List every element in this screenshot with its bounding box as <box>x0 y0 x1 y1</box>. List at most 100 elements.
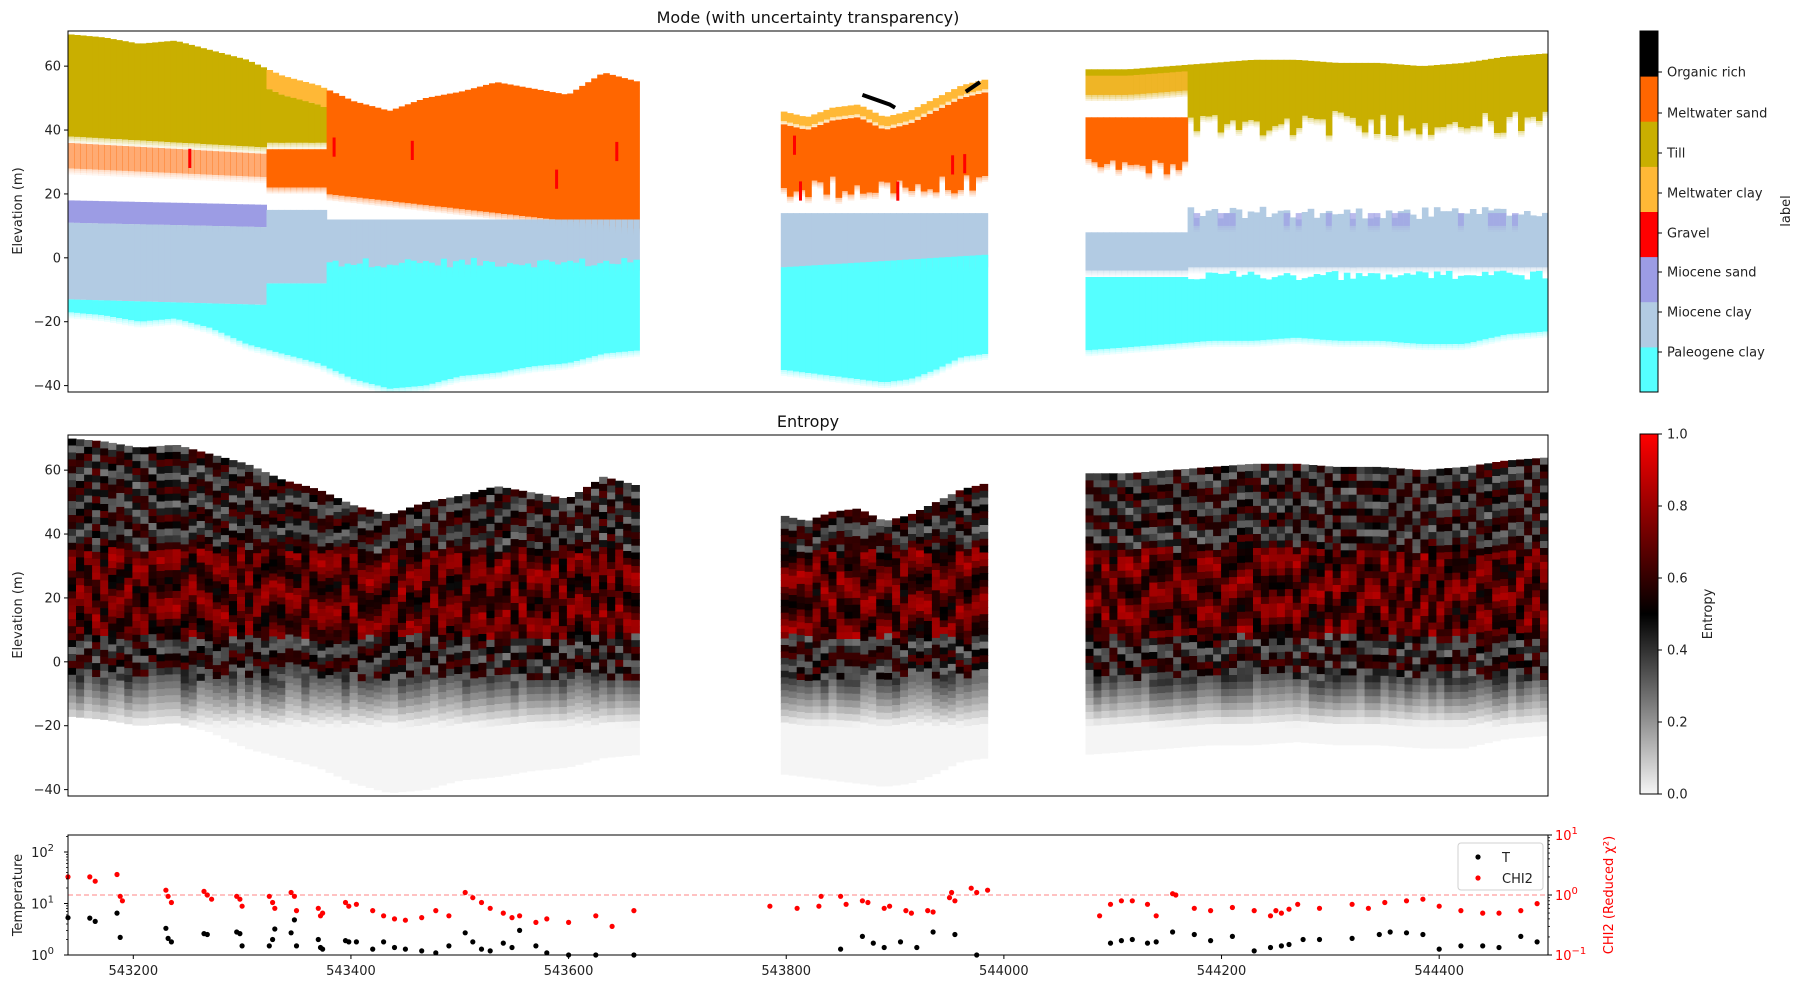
scatter-point-t <box>114 910 120 916</box>
x-tick-label: 544000 <box>979 964 1029 979</box>
scatter-point-chi2 <box>544 916 550 922</box>
scatter-point-t <box>117 934 123 941</box>
scatter-point-chi2 <box>239 903 245 909</box>
scatter-point-t <box>1518 933 1524 940</box>
scatter-point-t <box>353 939 359 945</box>
scatter-point-t <box>1129 936 1135 943</box>
scatter-point-chi2 <box>291 893 297 899</box>
scatter-point-t <box>237 931 243 937</box>
scatter-point-t <box>1420 931 1426 938</box>
scatter-point-t <box>930 929 936 935</box>
legend-t-marker-icon <box>1475 854 1481 860</box>
scatter-point-chi2 <box>1273 908 1279 914</box>
log-tick-label: 100 <box>1555 886 1578 904</box>
entropy-y-label: Elevation (m) <box>11 571 26 658</box>
scatter-point-chi2 <box>381 913 387 919</box>
scatter-point-t <box>402 946 408 952</box>
mode-title: Mode (with uncertainty transparency) <box>657 8 960 27</box>
scatter-point-chi2 <box>946 895 953 901</box>
scatter-point-t <box>1278 943 1284 949</box>
scatter-point-chi2 <box>168 899 174 906</box>
scatter-point-t <box>544 950 550 956</box>
scatter-point-t <box>1534 939 1540 945</box>
legend-chi2-label: CHI2 <box>1502 872 1533 887</box>
temperature-chi2-panel: 543200 543400 543600 543800 544000 544200 5444… <box>11 826 1617 979</box>
label-colorbar-swatch <box>1640 211 1658 258</box>
scatter-point-chi2 <box>1097 913 1103 919</box>
y-tick-label: 20 <box>44 591 61 606</box>
scatter-point-chi2 <box>1316 905 1323 911</box>
scatter-point-t <box>1153 939 1159 945</box>
scatter-point-chi2 <box>974 889 980 896</box>
mode-plot-area <box>68 34 1548 392</box>
label-colorbar-swatch <box>1640 121 1658 167</box>
scatter-point-chi2 <box>1153 913 1159 919</box>
scatter-point-t <box>370 946 376 952</box>
scatter-point-t <box>1316 936 1323 943</box>
scatter-point-t <box>487 948 493 954</box>
scatter-point-t <box>315 936 321 943</box>
scatter-point-chi2 <box>843 901 849 907</box>
scatter-point-t <box>870 940 876 946</box>
scatter-point-chi2 <box>500 910 506 916</box>
scatter-point-chi2 <box>1458 908 1464 914</box>
scatter-point-chi2 <box>838 893 844 899</box>
scatter-point-t <box>293 943 300 949</box>
scatter-point-chi2 <box>908 910 915 916</box>
scatter-point-chi2 <box>1107 901 1114 907</box>
scatter-point-t <box>1436 946 1442 952</box>
entropy-plot-area <box>68 438 1548 793</box>
label-colorbar-tick: Gravel <box>1667 227 1710 242</box>
legend: T CHI2 <box>1457 842 1544 891</box>
temperature-y-label: Temperature <box>11 854 26 937</box>
entropy-colorbar-title: Entropy <box>1701 588 1716 639</box>
scatter-point-t <box>270 936 276 943</box>
entropy-colorbar-tick: 0.4 <box>1667 644 1688 659</box>
scatter-point-chi2 <box>446 913 452 919</box>
mode-y-ticks: −40 −20 0 20 40 60 <box>34 60 68 394</box>
scatter-point-chi2 <box>320 910 326 916</box>
scatter-point-chi2 <box>985 887 991 893</box>
mode-y-label: Elevation (m) <box>11 167 26 254</box>
y-tick-label: 40 <box>44 124 61 139</box>
scatter-point-chi2 <box>1534 901 1540 907</box>
scatter-point-chi2 <box>353 901 359 907</box>
label-colorbar-tick: Meltwater sand <box>1667 107 1767 122</box>
scatter-point-t <box>1349 935 1355 942</box>
scatter-point-chi2 <box>1267 913 1274 919</box>
scatter-point-chi2 <box>903 908 909 914</box>
scatter-point-chi2 <box>593 913 599 919</box>
label-colorbar-tick: Miocene sand <box>1667 266 1757 281</box>
entropy-colorbar-tick: 0.2 <box>1667 716 1688 731</box>
label-colorbar-tick: Till <box>1666 147 1685 162</box>
log-tick-label: 10−1 <box>1555 946 1586 964</box>
scatter-point-chi2 <box>470 895 476 901</box>
scatter-point-chi2 <box>87 874 93 880</box>
scatter-point-t <box>838 946 844 952</box>
scatter-point-chi2 <box>1144 901 1151 907</box>
scatter-point-chi2 <box>881 905 887 911</box>
scatter-point-chi2 <box>517 913 523 919</box>
scatter-point-chi2 <box>204 892 210 898</box>
scatter-point-chi2 <box>887 903 893 909</box>
scatter-point-t <box>419 948 425 954</box>
scatter-point-chi2 <box>1129 898 1135 904</box>
scatter-point-chi2 <box>288 889 294 896</box>
x-tick-label: 544400 <box>1414 964 1464 979</box>
scatter-point-chi2 <box>859 898 866 904</box>
y-tick-label: 60 <box>44 60 61 75</box>
label-colorbar-tick: Meltwater clay <box>1667 187 1763 202</box>
legend-t-label: T <box>1501 851 1510 866</box>
scatter-point-chi2 <box>952 898 958 904</box>
scatter-point-t <box>897 939 904 945</box>
scatter-point-t <box>87 915 93 921</box>
scatter-ticks: 543200 543400 543600 543800 544000 544200 5444… <box>31 826 1586 979</box>
scatter-point-chi2 <box>487 905 493 911</box>
y-tick-label: −40 <box>34 379 61 394</box>
y-tick-label: 20 <box>44 187 61 202</box>
scatter-point-t <box>478 946 485 952</box>
scatter-point-t <box>1267 944 1274 951</box>
scatter-point-chi2 <box>1382 899 1388 906</box>
entropy-colorbar-gradient <box>1639 433 1659 795</box>
scatter-point-t <box>165 935 171 942</box>
